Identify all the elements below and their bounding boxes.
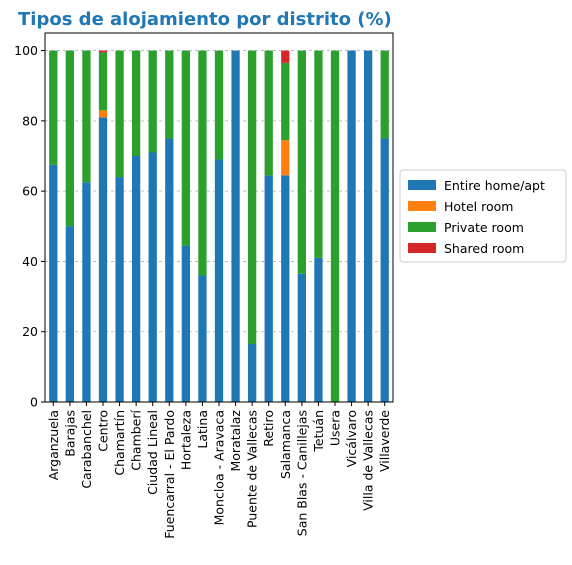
y-tick-label: 0 xyxy=(30,395,38,410)
legend-swatch xyxy=(408,222,436,232)
chart-title: Tipos de alojamiento por distrito (%) xyxy=(18,9,392,30)
bar-segment xyxy=(214,159,224,402)
bar-segment xyxy=(264,50,273,176)
x-tick-label: Arganzuela xyxy=(46,410,61,480)
bar-segment xyxy=(281,175,290,402)
bar-segment xyxy=(264,175,273,402)
bars xyxy=(49,50,389,402)
bar-segment xyxy=(314,257,323,402)
x-tick-label: Vicálvaro xyxy=(344,410,359,467)
bar-segment xyxy=(380,50,389,139)
bar-segment xyxy=(148,152,157,402)
bar-segment xyxy=(181,245,190,402)
bar-segment xyxy=(380,138,389,402)
bar-segment xyxy=(148,50,157,153)
legend-swatch xyxy=(408,201,436,211)
bar-segment xyxy=(281,140,290,176)
y-tick-label: 20 xyxy=(22,324,38,339)
x-tick-label: Latina xyxy=(195,410,210,449)
bar-segment xyxy=(82,50,91,183)
bar-segment xyxy=(231,50,240,402)
bar-segment xyxy=(115,177,124,402)
x-tick-label: Barajas xyxy=(62,410,77,457)
bar-segment xyxy=(82,182,91,402)
bar-segment xyxy=(297,273,306,402)
y-tick-label: 80 xyxy=(22,113,38,128)
bar-segment xyxy=(347,50,356,402)
x-tick-label: San Blas - Canillejas xyxy=(294,410,309,536)
x-tick-label: Villa de Vallecas xyxy=(361,410,376,511)
bar-segment xyxy=(49,50,58,165)
x-tick-label: Usera xyxy=(328,410,343,446)
bar-segment xyxy=(281,50,290,63)
x-tick-label: Carabanchel xyxy=(79,410,94,489)
legend-label: Shared room xyxy=(444,241,524,256)
bar-segment xyxy=(65,50,74,227)
x-tick-label: Fuencarral - El Pardo xyxy=(162,410,177,539)
x-tick-label: Ciudad Lineal xyxy=(145,410,160,495)
bar-segment xyxy=(314,50,323,258)
legend-swatch xyxy=(408,180,436,190)
x-tick-label: Moncloa - Aravaca xyxy=(212,410,227,525)
x-tick-label: Chamartín xyxy=(112,410,127,476)
bar-segment xyxy=(165,138,174,402)
x-tick-label: Centro xyxy=(96,410,111,452)
legend-swatch xyxy=(408,243,436,253)
bar-segment xyxy=(98,110,108,118)
legend: Entire home/apt Hotel room Private room Sha… xyxy=(399,169,567,263)
bar-segment xyxy=(281,62,290,141)
bar-segment xyxy=(181,50,190,246)
x-tick-label: Villaverde xyxy=(377,410,392,472)
bar-segment xyxy=(330,50,340,402)
x-tick-label: Puente de Vallecas xyxy=(245,410,260,528)
bar-segment xyxy=(248,50,257,345)
bar-segment xyxy=(98,52,108,111)
x-tick-label: Chamberí xyxy=(129,409,144,470)
bar-segment xyxy=(65,226,74,402)
bar-segment xyxy=(198,50,207,276)
y-tick-label: 60 xyxy=(22,184,38,199)
x-tick-label: Tetuán xyxy=(311,410,326,453)
bar-segment xyxy=(98,117,108,402)
y-axis: 0 20 40 60 80 100 xyxy=(14,43,45,410)
bar-segment xyxy=(98,50,108,53)
x-axis: Arganzuela Barajas Carabanchel Centro Chamar… xyxy=(46,402,392,539)
x-tick-label: Hortaleza xyxy=(178,410,193,470)
bar-segment xyxy=(115,50,124,178)
bar-segment xyxy=(132,50,141,157)
bar-segment xyxy=(248,344,257,402)
bar-segment xyxy=(49,164,58,402)
y-tick-label: 100 xyxy=(14,43,38,58)
bar-segment xyxy=(364,50,373,402)
x-tick-label: Retiro xyxy=(261,410,276,447)
bar-segment xyxy=(297,50,306,274)
x-tick-label: Moratalaz xyxy=(228,410,243,472)
bar-segment xyxy=(132,156,141,402)
bar-segment xyxy=(165,50,174,139)
legend-label: Private room xyxy=(444,220,524,235)
legend-box xyxy=(399,169,567,263)
legend-label: Hotel room xyxy=(444,199,513,214)
bar-segment xyxy=(198,275,207,402)
legend-label: Entire home/apt xyxy=(444,178,545,193)
bar-segment xyxy=(214,50,224,160)
x-tick-label: Salamanca xyxy=(278,410,293,479)
y-tick-label: 40 xyxy=(22,254,38,269)
